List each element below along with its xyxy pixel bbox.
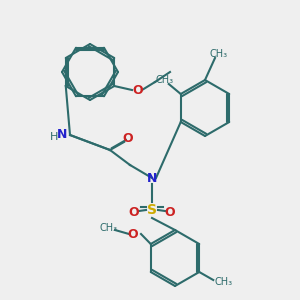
Text: O: O (133, 83, 143, 97)
Text: CH₃: CH₃ (156, 75, 174, 85)
Text: N: N (147, 172, 157, 184)
Text: O: O (165, 206, 175, 218)
Text: H: H (50, 132, 58, 142)
Text: CH₃: CH₃ (210, 49, 228, 59)
Text: CH₃: CH₃ (100, 223, 118, 233)
Text: S: S (147, 203, 157, 217)
Text: O: O (129, 206, 139, 218)
Text: O: O (123, 131, 133, 145)
Text: O: O (128, 227, 138, 241)
Text: CH₃: CH₃ (214, 277, 232, 287)
Text: N: N (57, 128, 67, 142)
